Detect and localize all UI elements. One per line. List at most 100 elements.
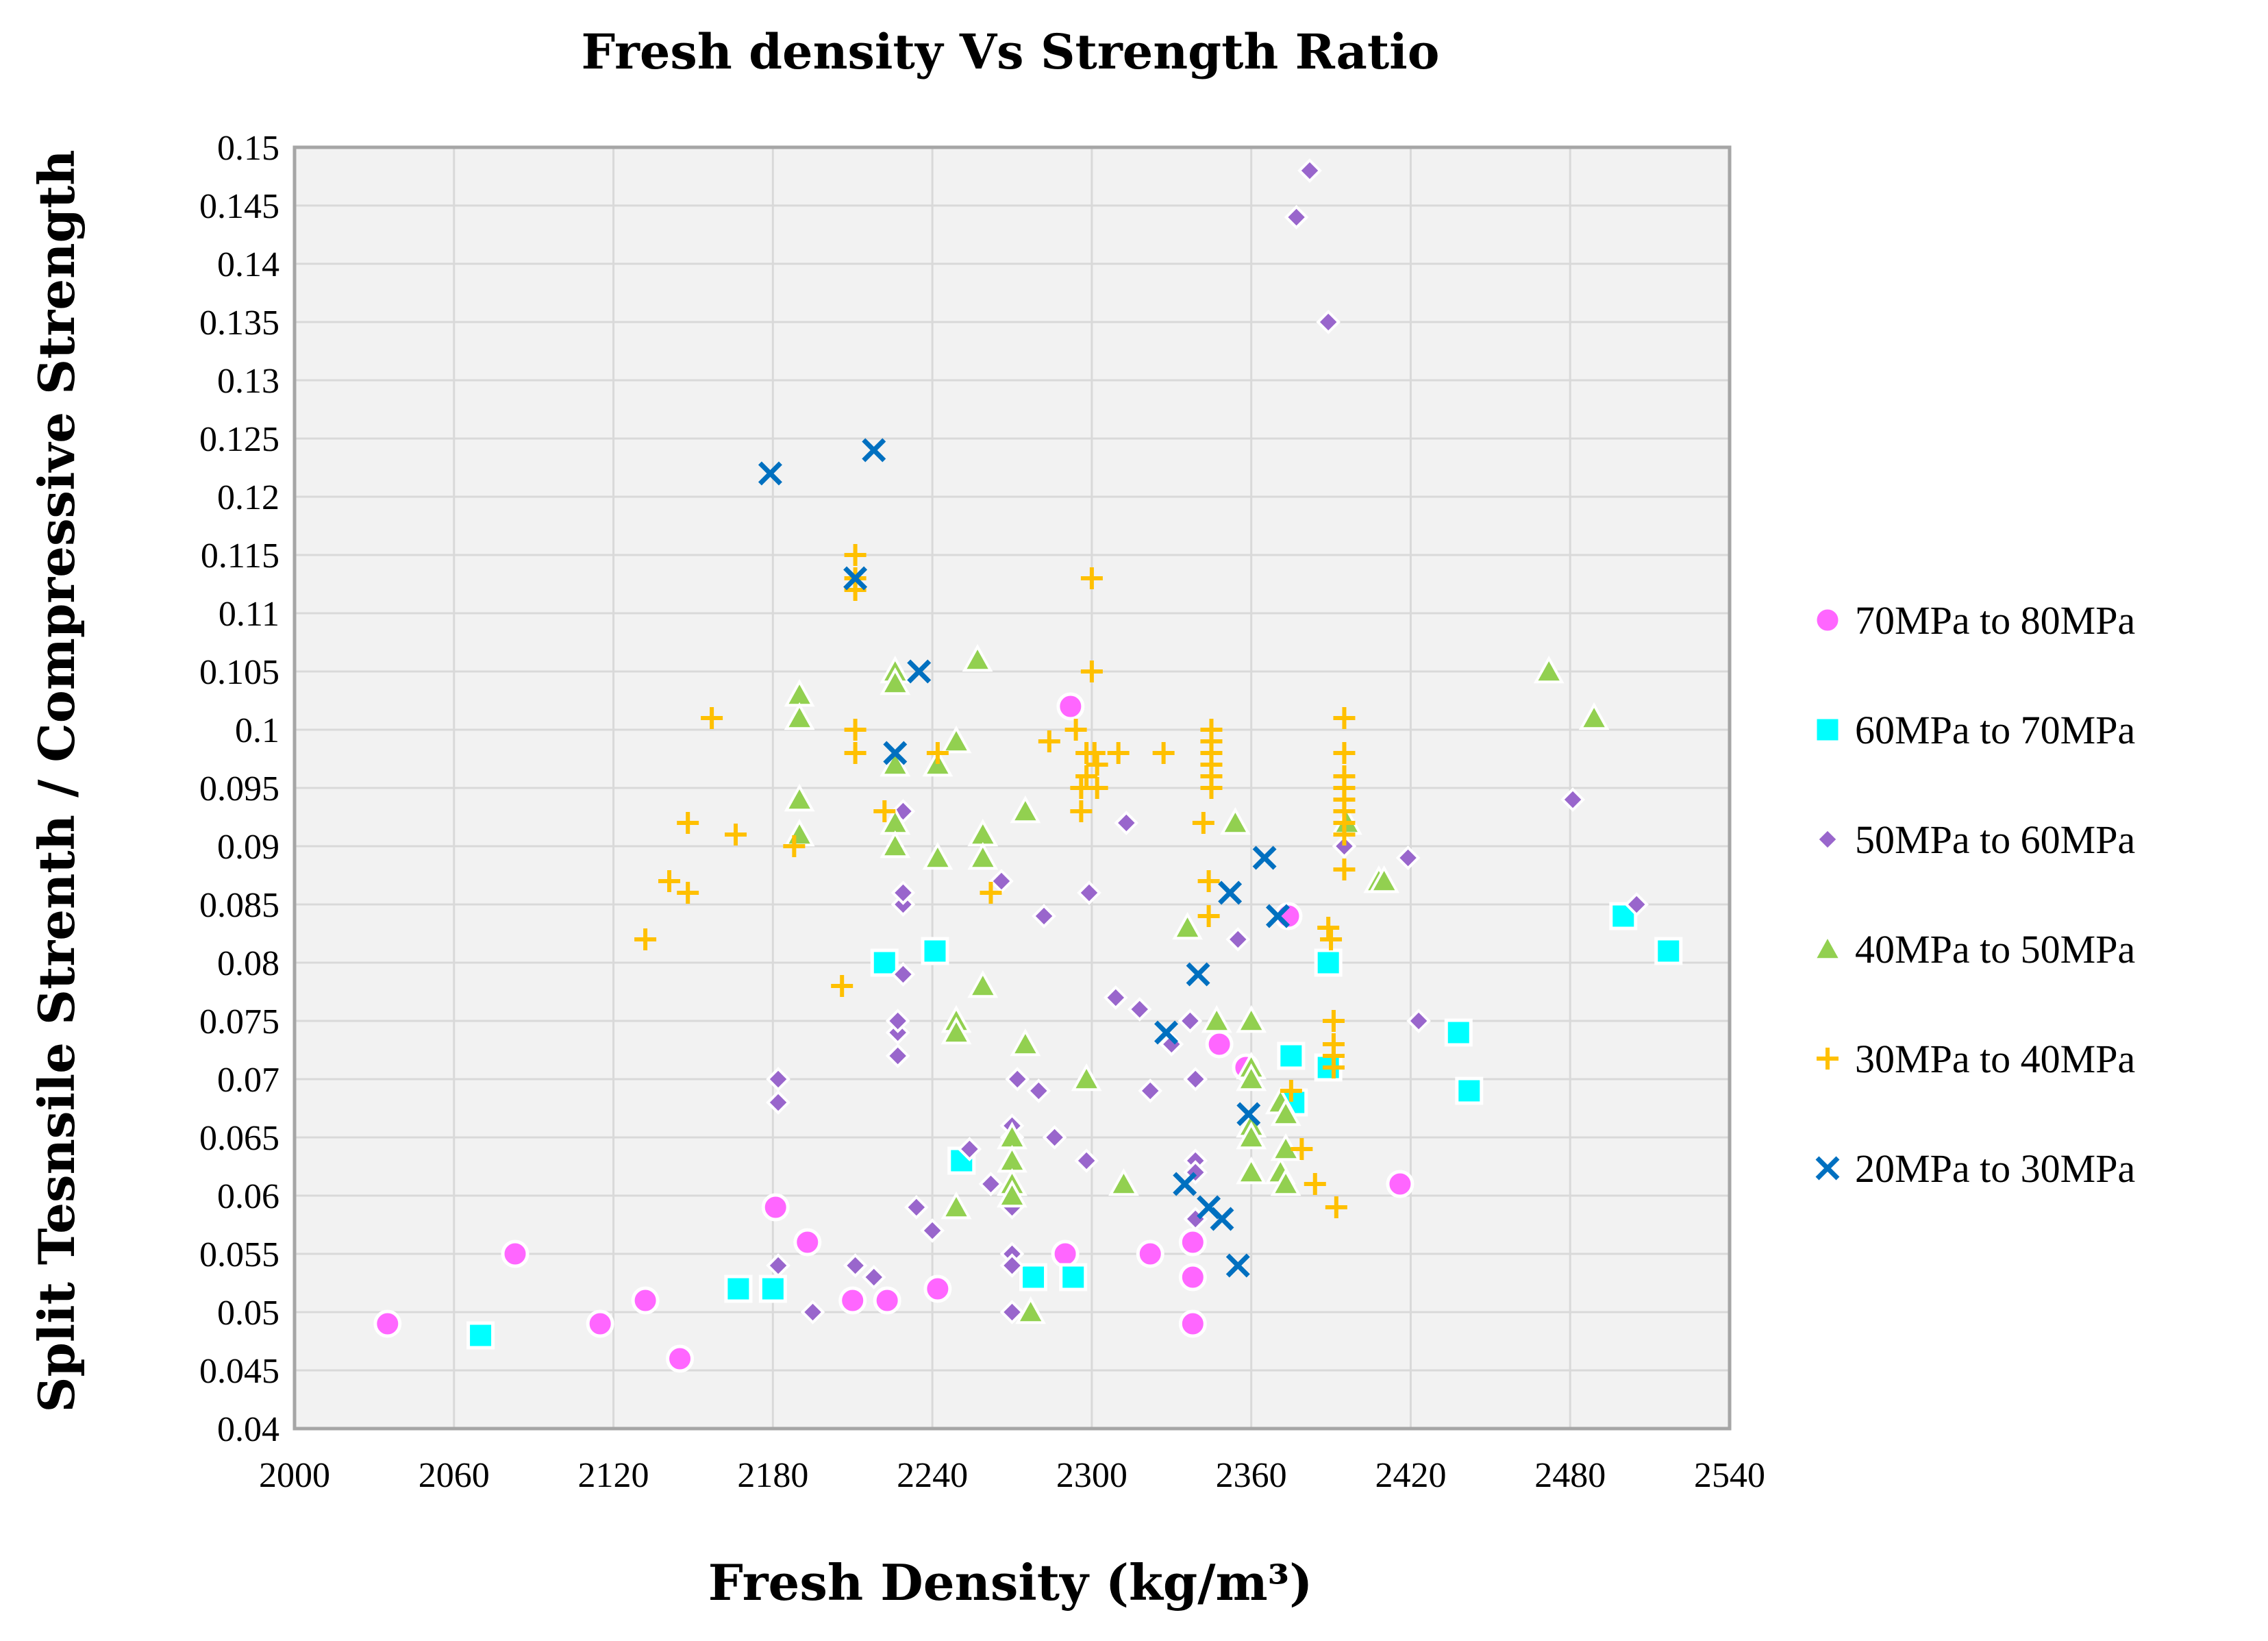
data-point [862, 438, 886, 462]
y-tick-label: 0.135 [199, 304, 279, 343]
data-point [880, 830, 911, 859]
data-point [725, 824, 747, 846]
data-point [784, 783, 815, 812]
data-point [1252, 846, 1277, 870]
data-point [883, 741, 908, 765]
data-point [1236, 1121, 1267, 1150]
data-point [1406, 1009, 1431, 1033]
y-tick-label: 0.07 [217, 1061, 279, 1100]
data-point [1177, 1009, 1203, 1033]
data-point [1152, 742, 1175, 764]
y-tick-label: 0.04 [217, 1410, 279, 1449]
data-point [1270, 1168, 1301, 1196]
data-point [997, 1179, 1027, 1208]
data-point [1265, 904, 1290, 928]
data-point [904, 1195, 929, 1220]
x-tick-label: 2000 [259, 1456, 330, 1495]
legend-label: 60MPa to 70MPa [1855, 708, 2135, 752]
y-tick-label: 0.115 [201, 536, 279, 576]
data-point [784, 702, 815, 730]
y-tick-label: 0.05 [217, 1294, 279, 1333]
data-point [761, 1193, 790, 1222]
data-point [1173, 1172, 1197, 1196]
data-point [1386, 1170, 1415, 1198]
legend-item: 30MPa to 40MPa [1817, 1037, 2135, 1081]
y-tick-label: 0.105 [199, 653, 279, 692]
data-point [999, 1253, 1025, 1278]
data-point [466, 1321, 495, 1350]
data-point [1225, 927, 1251, 952]
data-point [1064, 719, 1087, 741]
data-point [666, 1344, 695, 1373]
data-point [1270, 1098, 1301, 1126]
data-point [1200, 777, 1223, 799]
data-point [1178, 1228, 1207, 1257]
data-point [1192, 812, 1214, 834]
data-point [724, 1274, 753, 1303]
x-axis-ticks: 2000 2060 2120 2180 2240 2300 2360 2420 2480 2540 [259, 1456, 1765, 1495]
data-point [701, 707, 723, 729]
x-tick-label: 2180 [737, 1456, 808, 1495]
data-point [766, 1090, 790, 1115]
data-point [631, 1286, 660, 1315]
data-point [844, 742, 867, 764]
data-point [1159, 1032, 1184, 1057]
data-point [1080, 661, 1103, 682]
data-point [907, 659, 932, 684]
data-point [1005, 1067, 1030, 1091]
data-point [1210, 1207, 1234, 1231]
data-point [844, 719, 867, 741]
data-point [758, 461, 782, 486]
data-point [1186, 962, 1210, 987]
data-point [1127, 997, 1152, 1022]
data-point [1236, 1063, 1267, 1091]
data-point [1042, 1125, 1067, 1150]
data-point [926, 742, 949, 764]
data-point [920, 1218, 945, 1243]
x-tick-label: 2240 [897, 1456, 968, 1495]
data-point [1560, 787, 1585, 812]
legend-item: 50MPa to 60MPa [1815, 817, 2135, 862]
legend-item: 40MPa to 50MPa [1812, 927, 2135, 972]
data-point [1138, 1078, 1163, 1103]
data-point [1086, 777, 1108, 799]
data-point [831, 975, 853, 997]
y-tick-label: 0.085 [199, 886, 279, 925]
data-point [1219, 806, 1251, 835]
data-point [1080, 567, 1103, 589]
x-tick-label: 2360 [1216, 1456, 1287, 1495]
legend-label: 30MPa to 40MPa [1855, 1037, 2135, 1081]
data-point [1291, 1138, 1313, 1160]
y-tick-label: 0.13 [217, 362, 279, 401]
y-tick-label: 0.145 [199, 187, 279, 226]
y-tick-label: 0.1 [235, 711, 279, 750]
x-tick-label: 2540 [1694, 1456, 1765, 1495]
x-tick-label: 2480 [1534, 1456, 1606, 1495]
data-point [1225, 1253, 1250, 1278]
data-point [1032, 904, 1056, 928]
y-tick-label: 0.06 [217, 1177, 279, 1216]
data-point [843, 1253, 868, 1278]
data-point [838, 1286, 867, 1315]
data-point [1333, 742, 1356, 764]
data-point [1218, 880, 1243, 905]
data-point [1333, 824, 1356, 846]
data-point [1322, 1010, 1345, 1032]
y-tick-label: 0.09 [217, 828, 279, 867]
data-point [890, 880, 916, 905]
y-axis-title: Split Tesnsile Strenth / Compressive Str… [27, 150, 86, 1413]
data-point [1236, 1102, 1261, 1126]
x-tick-label: 2300 [1056, 1456, 1127, 1495]
legend-label: 20MPa to 30MPa [1855, 1146, 2135, 1191]
data-point [980, 882, 1002, 904]
data-point [844, 544, 867, 566]
data-point [1107, 742, 1130, 764]
y-tick-label: 0.11 [219, 595, 279, 634]
data-point [880, 748, 911, 777]
chart-title: Fresh density Vs Strength Ratio [582, 23, 1440, 80]
y-tick-label: 0.125 [199, 420, 279, 459]
data-point [1059, 1263, 1088, 1292]
data-point [1624, 892, 1649, 917]
data-point [1103, 985, 1128, 1010]
